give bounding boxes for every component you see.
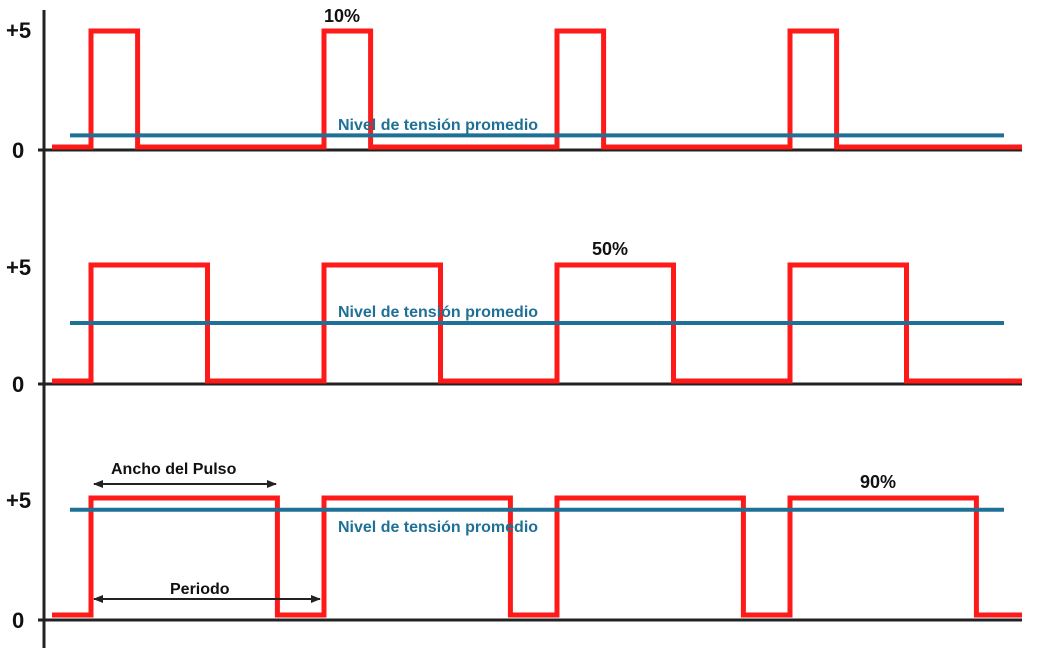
pwm-waveform [52,28,1022,150]
pwm-waveform [52,495,1022,618]
duty-percent-label: 90% [860,472,896,492]
y-label-high: +5 [6,255,31,280]
y-label-high: +5 [6,488,31,513]
average-voltage-label: Nivel de tensión promedio [338,117,538,134]
panel-10-percent: +5 0 10% Nivel de tensión promedio [6,6,1022,163]
duty-percent-label: 50% [592,239,628,259]
y-label-high: +5 [6,18,31,43]
period-label: Periodo [170,581,230,598]
panel-90-percent: +5 0 90% Nivel de tensión promedio Ancho… [6,461,1022,633]
average-voltage-label: Nivel de tensión promedio [338,519,538,536]
y-label-low: 0 [12,372,24,397]
pulse-width-label: Ancho del Pulso [111,461,237,478]
pwm-waveform [52,262,1022,384]
y-label-low: 0 [12,608,24,633]
duty-percent-label: 10% [324,6,360,26]
panel-50-percent: +5 0 50% Nivel de tensión promedio [6,239,1022,397]
y-label-low: 0 [12,138,24,163]
average-voltage-label: Nivel de tensión promedio [338,304,538,321]
